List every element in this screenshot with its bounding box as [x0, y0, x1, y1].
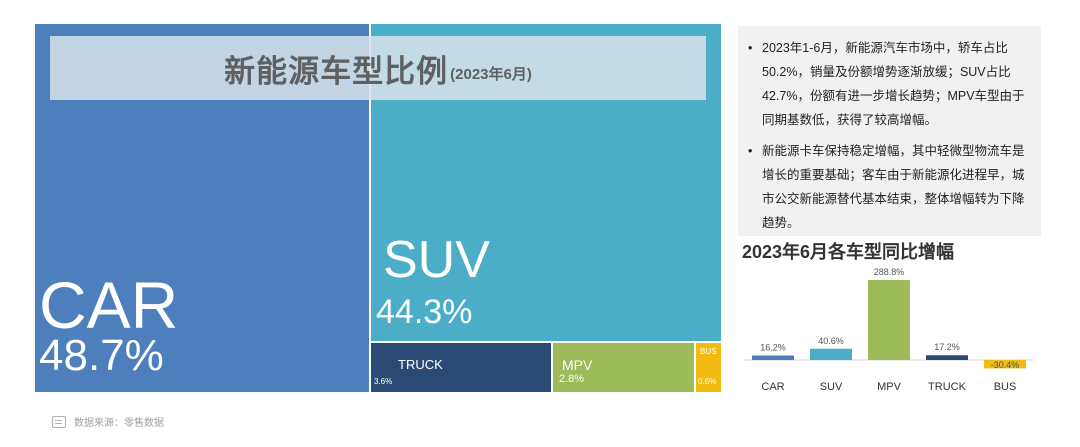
bar-value-label: 17.2%: [934, 342, 960, 352]
car-percent: 48.7%: [39, 331, 164, 380]
notes-panel: • 2023年1-6月，新能源汽车市场中，轿车占比50.2%，销量及份额增势逐渐…: [738, 26, 1041, 236]
suv-label: SUV: [383, 231, 490, 289]
truck-label: TRUCK: [398, 357, 443, 372]
note-item: • 2023年1-6月，新能源汽车市场中，轿车占比50.2%，销量及份额增势逐渐…: [748, 36, 1033, 132]
bar-category-label: BUS: [994, 381, 1017, 393]
chart-title: 新能源车型比例: [224, 53, 449, 89]
bar-value-label: 288.8%: [874, 267, 905, 277]
truck-percent: 3.6%: [374, 377, 393, 386]
suv-percent: 44.3%: [376, 293, 473, 331]
bar-value-label: -30.4%: [991, 360, 1020, 370]
bar-category-label: TRUCK: [928, 381, 967, 393]
chart-title-banner: 新能源车型比例 (2023年6月): [50, 36, 706, 100]
growth-bar-chart: 16.2% CAR 40.6% SUV 288.8% MPV 17.2% TRUCK -30.4…: [744, 267, 1034, 393]
bar-mpv: [868, 280, 910, 360]
bar-category-label: MPV: [877, 381, 902, 393]
bar-value-label: 40.6%: [818, 336, 844, 346]
note-text: 新能源卡车保持稳定增幅，其中轻微型物流车是增长的重要基础；客车由于新能源化进程早…: [762, 144, 1025, 230]
data-source: 数据来源：零售数据: [52, 414, 164, 429]
treemap-chart: CAR 48.7% SUV 44.3% TRUCK 3.6% MPV 2.8% …: [35, 24, 721, 392]
chart-subtitle: (2023年6月): [450, 65, 532, 83]
note-item: • 新能源卡车保持稳定增幅，其中轻微型物流车是增长的重要基础；客车由于新能源化进…: [748, 139, 1033, 235]
bullet-icon: •: [748, 144, 753, 158]
note-text: 2023年1-6月，新能源汽车市场中，轿车占比50.2%，销量及份额增势逐渐放缓…: [762, 41, 1025, 127]
bar-category-label: CAR: [761, 381, 784, 393]
mpv-label: MPV: [562, 357, 593, 373]
treemap-tile-truck: TRUCK 3.6%: [371, 343, 551, 392]
table-icon: [52, 415, 66, 428]
bar-suv: [810, 348, 852, 360]
bullet-icon: •: [748, 41, 753, 55]
treemap-tile-mpv: MPV 2.8%: [553, 343, 694, 392]
bar-chart-title: 2023年6月各车型同比增幅: [742, 242, 955, 262]
bus-label: BUS: [700, 347, 717, 356]
bar-truck: [926, 355, 968, 360]
bar-category-label: SUV: [820, 381, 843, 393]
bar-car: [752, 355, 794, 360]
bar-bus: [984, 360, 1026, 369]
source-text: 数据来源：零售数据: [74, 418, 164, 429]
bus-percent: 0.6%: [698, 377, 717, 386]
car-label: CAR: [39, 268, 179, 342]
treemap-tile-bus: BUS 0.6%: [696, 343, 721, 392]
bar-value-label: 16.2%: [760, 343, 786, 353]
mpv-percent: 2.8%: [559, 373, 585, 385]
